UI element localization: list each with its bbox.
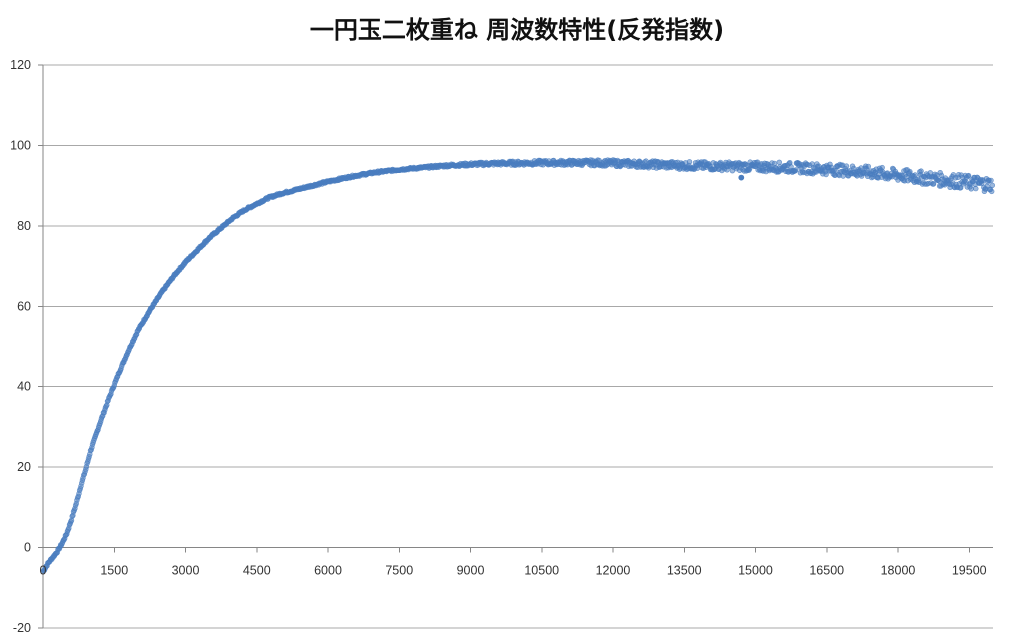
x-tick-label: 3000 (172, 564, 200, 578)
chart-title: 一円玉二枚重ね 周波数特性(反発指数) (310, 16, 724, 44)
scatter-point (988, 177, 994, 184)
scatter-point (988, 188, 995, 195)
axes (38, 64, 993, 629)
scatter-point (771, 160, 778, 167)
y-tick-label: 40 (17, 380, 31, 394)
scatter-point (907, 168, 913, 175)
y-tick-label: 0 (24, 541, 31, 555)
x-tick-label: 12000 (596, 564, 631, 578)
x-tick-label: 1500 (100, 564, 128, 578)
scatter-point (930, 181, 937, 187)
y-tick-label: 20 (17, 460, 31, 474)
scatter-point (918, 168, 924, 174)
x-tick-label: 18000 (881, 564, 916, 578)
gridlines (43, 64, 993, 629)
x-tick-label: 4500 (243, 564, 271, 578)
x-tick-labels: 0 1500 3000 4500 6000 7500 9000 10500 12000 13500… (40, 564, 987, 578)
y-tick-labels: -20 0 20 40 60 80 100 120 (10, 58, 31, 635)
y-tick-label: 100 (10, 138, 31, 152)
scatter-point (686, 159, 693, 165)
scatter-point (792, 167, 799, 173)
scatter-point (843, 163, 850, 169)
x-tick-label: 0 (40, 564, 47, 578)
y-tick-label: 120 (10, 58, 31, 72)
x-tick-label: 16500 (809, 564, 844, 578)
x-tick-label: 7500 (385, 564, 413, 578)
y-tick-label: -20 (13, 621, 31, 635)
scatter-point (776, 159, 782, 166)
x-tick-label: 6000 (314, 564, 342, 578)
scatter-point (989, 182, 995, 189)
x-tick-label: 19500 (952, 564, 987, 578)
scatter-point (968, 186, 974, 192)
y-tick-label: 60 (17, 299, 31, 313)
x-tick-label: 15000 (738, 564, 773, 578)
x-tick-label: 13500 (667, 564, 702, 578)
scatter-point (865, 163, 871, 170)
scatter-points (40, 157, 995, 575)
scatter-point-outlier (738, 174, 745, 181)
y-tick-label: 80 (17, 219, 31, 233)
scatter-point (957, 185, 964, 191)
scatter-point (965, 172, 972, 179)
x-tick-label: 9000 (457, 564, 485, 578)
x-tick-label: 10500 (524, 564, 559, 578)
scatter-point (973, 185, 979, 192)
scatter-point (823, 171, 829, 178)
